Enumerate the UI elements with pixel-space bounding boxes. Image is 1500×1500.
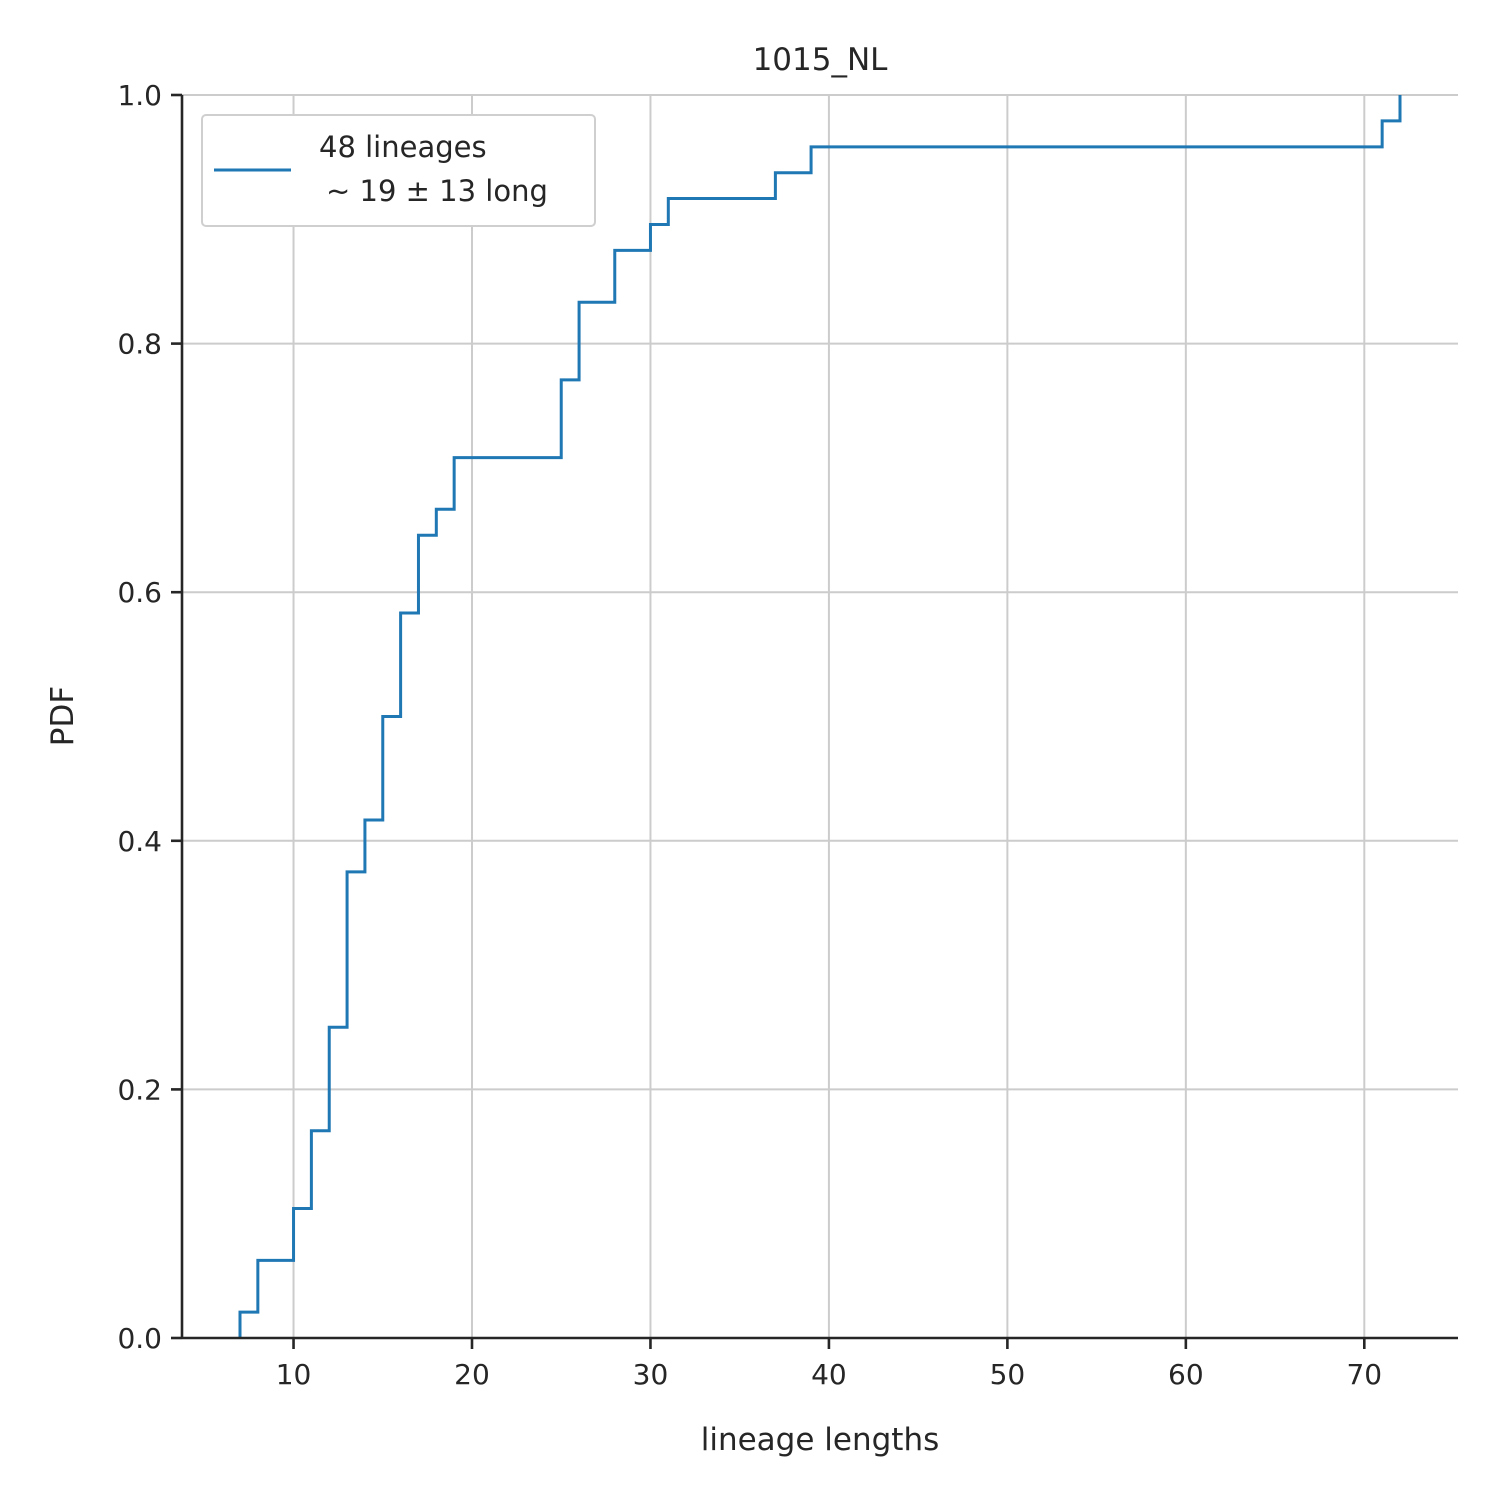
x-axis-label: lineage lengths <box>701 1422 940 1458</box>
x-ticks: 10 20 30 40 50 60 70 <box>276 1338 1382 1391</box>
series-line <box>238 95 1402 1338</box>
legend-entry-line1: 48 lineages <box>319 130 487 164</box>
x-tick-label: 20 <box>454 1358 490 1391</box>
x-tick-label: 60 <box>1168 1358 1204 1391</box>
y-tick-label: 0.6 <box>117 576 162 609</box>
y-tick-label: 0.4 <box>117 825 162 858</box>
chart-title: 1015_NL <box>753 42 889 78</box>
legend-entry-line2: ~ 19 ± 13 long <box>326 174 548 208</box>
x-tick-label: 50 <box>990 1358 1026 1391</box>
y-tick-label: 0.0 <box>117 1322 162 1355</box>
x-tick-label: 30 <box>633 1358 669 1391</box>
x-tick-label: 10 <box>276 1358 312 1391</box>
axes <box>180 95 1458 1340</box>
legend-box <box>201 114 596 227</box>
y-tick-label: 0.8 <box>117 328 162 361</box>
y-axis-label: PDF <box>45 686 81 746</box>
x-tick-label: 40 <box>811 1358 847 1391</box>
y-tick-label: 0.2 <box>117 1073 162 1106</box>
series-layer <box>238 95 1402 1338</box>
y-tick-label: 1.0 <box>117 79 162 112</box>
y-ticks: 0.0 0.2 0.4 0.6 0.8 1.0 <box>117 79 182 1355</box>
legend: 48 lineages ~ 19 ± 13 long <box>201 114 596 227</box>
x-tick-label: 70 <box>1346 1358 1382 1391</box>
